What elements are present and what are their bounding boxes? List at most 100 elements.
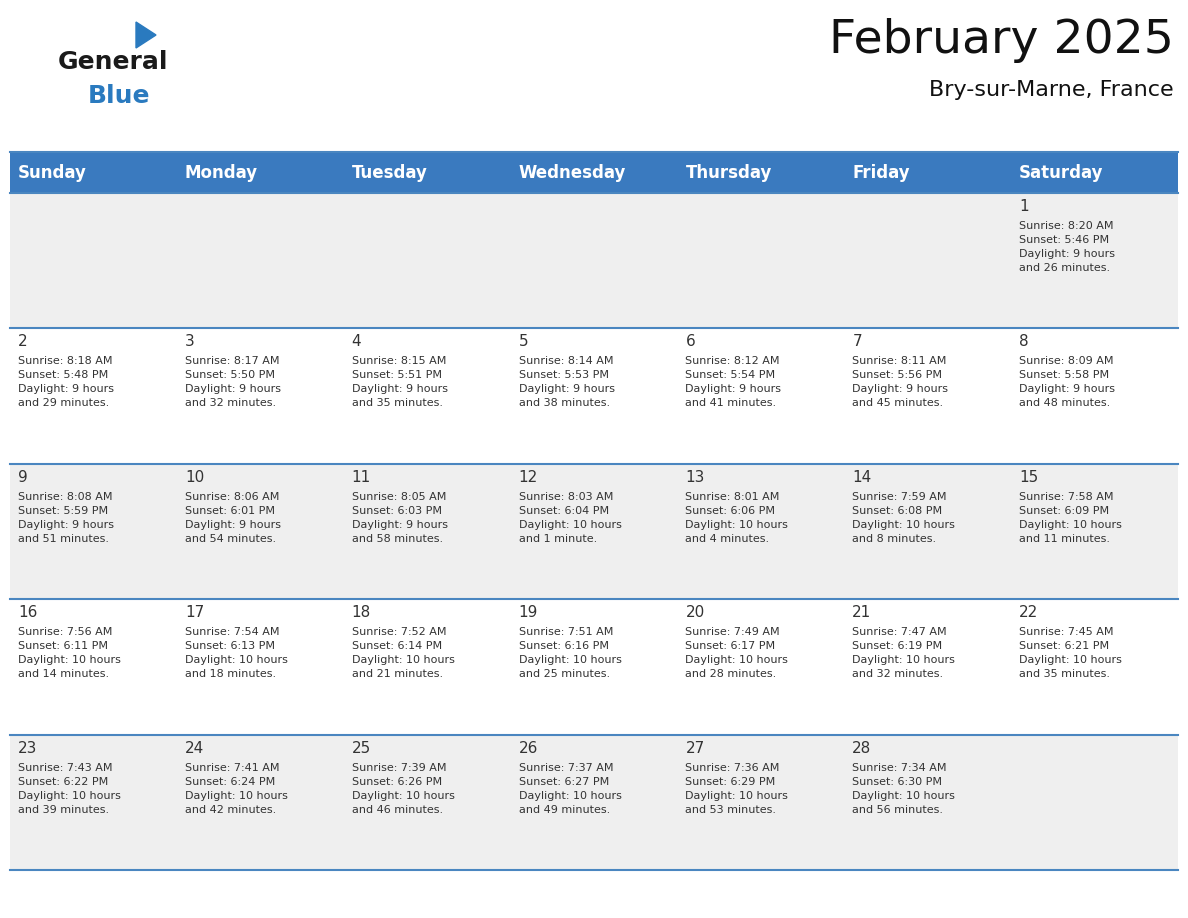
Text: 7: 7 [852,334,862,350]
Text: 6: 6 [685,334,695,350]
Text: 8: 8 [1019,334,1029,350]
Bar [677,734,845,870]
Text: 17: 17 [185,605,204,621]
Text: Sunrise: 7:36 AM
Sunset: 6:29 PM
Daylight: 10 hours
and 53 minutes.: Sunrise: 7:36 AM Sunset: 6:29 PM Dayligh… [685,763,789,814]
Text: Sunrise: 8:01 AM
Sunset: 6:06 PM
Daylight: 10 hours
and 4 minutes.: Sunrise: 8:01 AM Sunset: 6:06 PM Dayligh… [685,492,789,543]
Bar [177,193,343,329]
Polygon shape [135,22,156,48]
Text: 28: 28 [852,741,872,756]
Text: 12: 12 [519,470,538,485]
Bar [677,464,845,599]
Text: General: General [58,50,169,74]
Bar [1011,734,1178,870]
Text: Sunrise: 7:54 AM
Sunset: 6:13 PM
Daylight: 10 hours
and 18 minutes.: Sunrise: 7:54 AM Sunset: 6:13 PM Dayligh… [185,627,287,679]
Bar [343,599,511,734]
Text: 27: 27 [685,741,704,756]
Text: Sunrise: 7:39 AM
Sunset: 6:26 PM
Daylight: 10 hours
and 46 minutes.: Sunrise: 7:39 AM Sunset: 6:26 PM Dayligh… [352,763,455,814]
Bar [677,193,845,329]
Text: Sunrise: 7:43 AM
Sunset: 6:22 PM
Daylight: 10 hours
and 39 minutes.: Sunrise: 7:43 AM Sunset: 6:22 PM Dayligh… [18,763,121,814]
Text: Friday: Friday [852,163,910,182]
Bar [177,152,343,193]
Text: Sunrise: 7:51 AM
Sunset: 6:16 PM
Daylight: 10 hours
and 25 minutes.: Sunrise: 7:51 AM Sunset: 6:16 PM Dayligh… [519,627,621,679]
Text: February 2025: February 2025 [829,18,1174,63]
Text: 26: 26 [519,741,538,756]
Bar [511,464,677,599]
Bar [845,599,1011,734]
Bar [845,464,1011,599]
Text: Sunrise: 8:12 AM
Sunset: 5:54 PM
Daylight: 9 hours
and 41 minutes.: Sunrise: 8:12 AM Sunset: 5:54 PM Dayligh… [685,356,782,409]
Text: 22: 22 [1019,605,1038,621]
Bar [1011,329,1178,464]
Bar [511,734,677,870]
Text: 15: 15 [1019,470,1038,485]
Text: Thursday: Thursday [685,163,772,182]
Text: 20: 20 [685,605,704,621]
Text: Sunrise: 7:56 AM
Sunset: 6:11 PM
Daylight: 10 hours
and 14 minutes.: Sunrise: 7:56 AM Sunset: 6:11 PM Dayligh… [18,627,121,679]
Bar [511,599,677,734]
Text: Sunrise: 7:37 AM
Sunset: 6:27 PM
Daylight: 10 hours
and 49 minutes.: Sunrise: 7:37 AM Sunset: 6:27 PM Dayligh… [519,763,621,814]
Bar [845,193,1011,329]
Bar [177,599,343,734]
Bar [10,599,177,734]
Bar [511,193,677,329]
Text: Sunrise: 8:11 AM
Sunset: 5:56 PM
Daylight: 9 hours
and 45 minutes.: Sunrise: 8:11 AM Sunset: 5:56 PM Dayligh… [852,356,948,409]
Text: Bry-sur-Marne, France: Bry-sur-Marne, France [929,80,1174,100]
Bar [845,152,1011,193]
Text: Wednesday: Wednesday [519,163,626,182]
Bar [10,193,177,329]
Text: Sunrise: 7:45 AM
Sunset: 6:21 PM
Daylight: 10 hours
and 35 minutes.: Sunrise: 7:45 AM Sunset: 6:21 PM Dayligh… [1019,627,1121,679]
Text: 21: 21 [852,605,872,621]
Text: Sunrise: 7:49 AM
Sunset: 6:17 PM
Daylight: 10 hours
and 28 minutes.: Sunrise: 7:49 AM Sunset: 6:17 PM Dayligh… [685,627,789,679]
Text: Tuesday: Tuesday [352,163,428,182]
Bar [177,329,343,464]
Text: 16: 16 [18,605,37,621]
Bar [845,329,1011,464]
Text: Sunrise: 8:14 AM
Sunset: 5:53 PM
Daylight: 9 hours
and 38 minutes.: Sunrise: 8:14 AM Sunset: 5:53 PM Dayligh… [519,356,614,409]
Bar [677,329,845,464]
Text: Sunrise: 7:59 AM
Sunset: 6:08 PM
Daylight: 10 hours
and 8 minutes.: Sunrise: 7:59 AM Sunset: 6:08 PM Dayligh… [852,492,955,543]
Bar [10,464,177,599]
Text: 11: 11 [352,470,371,485]
Text: Sunrise: 7:52 AM
Sunset: 6:14 PM
Daylight: 10 hours
and 21 minutes.: Sunrise: 7:52 AM Sunset: 6:14 PM Dayligh… [352,627,455,679]
Bar [177,464,343,599]
Bar [343,734,511,870]
Bar [10,734,177,870]
Bar [511,329,677,464]
Bar [10,152,177,193]
Text: 24: 24 [185,741,204,756]
Text: Sunrise: 8:09 AM
Sunset: 5:58 PM
Daylight: 9 hours
and 48 minutes.: Sunrise: 8:09 AM Sunset: 5:58 PM Dayligh… [1019,356,1116,409]
Text: 1: 1 [1019,199,1029,214]
Bar [10,329,177,464]
Bar [343,329,511,464]
Text: Sunrise: 8:20 AM
Sunset: 5:46 PM
Daylight: 9 hours
and 26 minutes.: Sunrise: 8:20 AM Sunset: 5:46 PM Dayligh… [1019,221,1116,273]
Bar [177,734,343,870]
Text: Sunrise: 8:08 AM
Sunset: 5:59 PM
Daylight: 9 hours
and 51 minutes.: Sunrise: 8:08 AM Sunset: 5:59 PM Dayligh… [18,492,114,543]
Text: 4: 4 [352,334,361,350]
Bar [343,464,511,599]
Bar [1011,464,1178,599]
Text: Sunrise: 8:05 AM
Sunset: 6:03 PM
Daylight: 9 hours
and 58 minutes.: Sunrise: 8:05 AM Sunset: 6:03 PM Dayligh… [352,492,448,543]
Text: Sunday: Sunday [18,163,87,182]
Bar [343,193,511,329]
Text: 23: 23 [18,741,37,756]
Text: Sunrise: 7:58 AM
Sunset: 6:09 PM
Daylight: 10 hours
and 11 minutes.: Sunrise: 7:58 AM Sunset: 6:09 PM Dayligh… [1019,492,1121,543]
Text: 13: 13 [685,470,704,485]
Text: Sunrise: 8:15 AM
Sunset: 5:51 PM
Daylight: 9 hours
and 35 minutes.: Sunrise: 8:15 AM Sunset: 5:51 PM Dayligh… [352,356,448,409]
Text: Saturday: Saturday [1019,163,1104,182]
Text: Sunrise: 7:47 AM
Sunset: 6:19 PM
Daylight: 10 hours
and 32 minutes.: Sunrise: 7:47 AM Sunset: 6:19 PM Dayligh… [852,627,955,679]
Text: 18: 18 [352,605,371,621]
Text: 14: 14 [852,470,872,485]
Text: Monday: Monday [185,163,258,182]
Bar [343,152,511,193]
Text: Blue: Blue [88,84,151,108]
Bar [677,599,845,734]
Text: Sunrise: 8:06 AM
Sunset: 6:01 PM
Daylight: 9 hours
and 54 minutes.: Sunrise: 8:06 AM Sunset: 6:01 PM Dayligh… [185,492,280,543]
Bar [511,152,677,193]
Text: 19: 19 [519,605,538,621]
Bar [677,152,845,193]
Text: 5: 5 [519,334,529,350]
Text: Sunrise: 8:17 AM
Sunset: 5:50 PM
Daylight: 9 hours
and 32 minutes.: Sunrise: 8:17 AM Sunset: 5:50 PM Dayligh… [185,356,280,409]
Text: Sunrise: 7:41 AM
Sunset: 6:24 PM
Daylight: 10 hours
and 42 minutes.: Sunrise: 7:41 AM Sunset: 6:24 PM Dayligh… [185,763,287,814]
Text: Sunrise: 7:34 AM
Sunset: 6:30 PM
Daylight: 10 hours
and 56 minutes.: Sunrise: 7:34 AM Sunset: 6:30 PM Dayligh… [852,763,955,814]
Bar [1011,152,1178,193]
